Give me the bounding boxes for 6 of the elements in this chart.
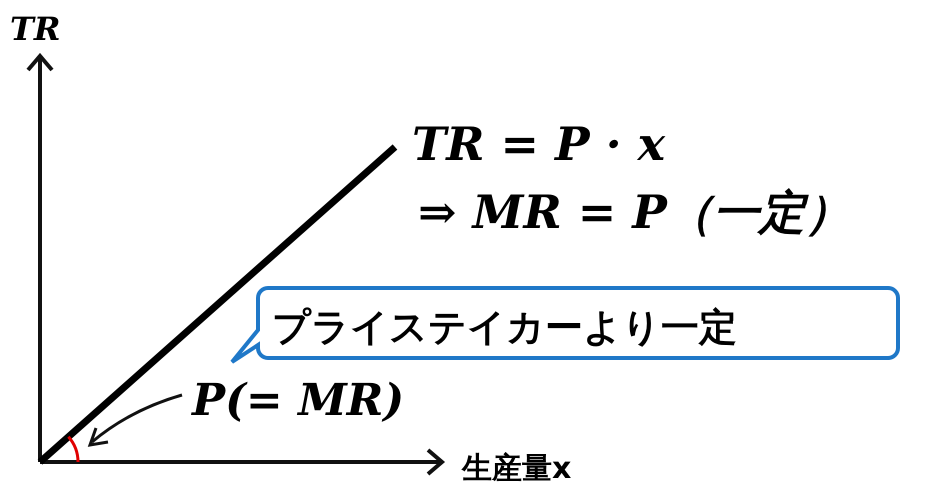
- annotation: P(= MR): [190, 375, 404, 426]
- annotation: プライステイカーより一定: [272, 305, 737, 349]
- annotation: ⇒ MR = P（一定）: [418, 185, 851, 239]
- annotation: TR = P · x: [412, 117, 666, 171]
- x-axis-title: 生産量x: [461, 451, 572, 484]
- y-axis-title: TR: [10, 10, 60, 48]
